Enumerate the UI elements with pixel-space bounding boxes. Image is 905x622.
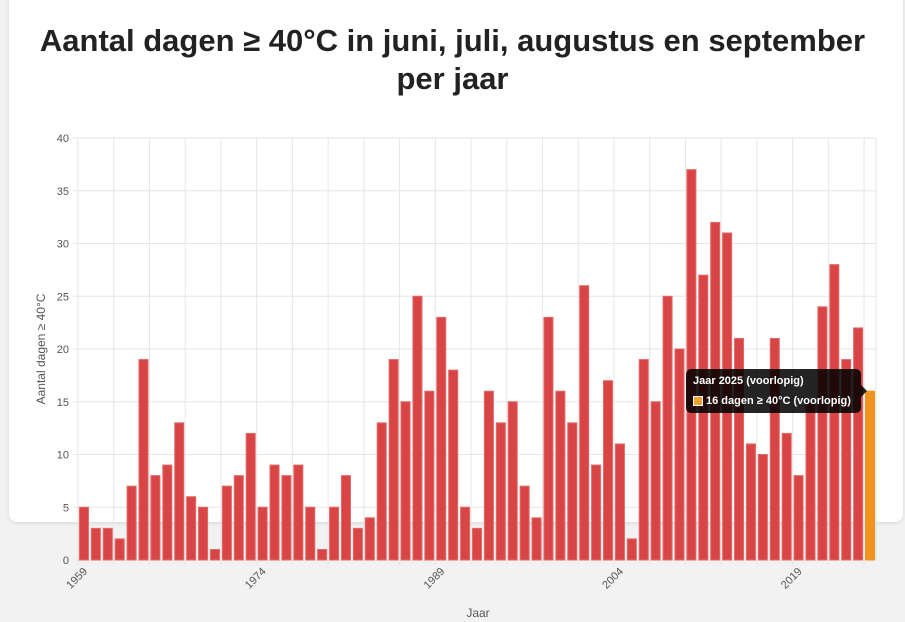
bar bbox=[805, 401, 816, 561]
y-tick-label: 10 bbox=[57, 450, 69, 462]
x-tick-label: 1959 bbox=[64, 566, 90, 592]
y-axis-label: Aantal dagen ≥ 40°C bbox=[34, 293, 48, 404]
bar bbox=[853, 327, 864, 561]
bar bbox=[817, 306, 828, 561]
bar bbox=[471, 527, 483, 561]
bar bbox=[305, 506, 316, 561]
bar bbox=[793, 475, 804, 561]
bar bbox=[102, 527, 113, 561]
bar bbox=[198, 506, 209, 561]
y-tick-label: 15 bbox=[57, 397, 69, 409]
bar bbox=[495, 422, 506, 561]
bar bbox=[329, 506, 340, 561]
bar bbox=[555, 390, 566, 561]
bar bbox=[769, 337, 780, 561]
bar bbox=[448, 369, 459, 561]
bar bbox=[662, 295, 673, 561]
bar bbox=[531, 517, 542, 561]
bar bbox=[245, 432, 256, 561]
bar bbox=[90, 527, 101, 561]
x-axis-ticks: 1959 1974 1989 2004 2019 bbox=[64, 566, 804, 592]
bar bbox=[174, 422, 185, 561]
bar bbox=[483, 390, 494, 561]
bar bbox=[412, 295, 423, 561]
bars bbox=[78, 169, 876, 561]
chart-title-line-2: per jaar bbox=[396, 61, 509, 96]
bar bbox=[78, 506, 89, 561]
bar bbox=[352, 527, 363, 561]
y-axis-ticks: 0 5 10 15 20 25 30 35 40 bbox=[57, 133, 69, 567]
bar bbox=[567, 422, 578, 561]
bar bbox=[424, 390, 435, 561]
x-axis-label: Jaar bbox=[466, 606, 489, 620]
y-tick-label: 25 bbox=[57, 291, 69, 303]
bar bbox=[186, 496, 197, 561]
chart-title: Aantal dagen ≥ 40°C in juni, juli, augus… bbox=[0, 22, 905, 98]
bar bbox=[745, 443, 756, 561]
bar bbox=[674, 348, 685, 561]
y-tick-label: 40 bbox=[57, 133, 69, 145]
bar bbox=[436, 316, 447, 561]
tooltip-line: 16 dagen ≥ 40°C (voorlopig) bbox=[693, 395, 851, 407]
bar bbox=[698, 274, 709, 561]
bar bbox=[150, 475, 161, 561]
tooltip-swatch bbox=[693, 396, 703, 406]
bar bbox=[293, 464, 304, 561]
tooltip: Jaar 2025 (voorlopig) 16 dagen ≥ 40°C (v… bbox=[686, 369, 867, 413]
bar bbox=[257, 506, 268, 561]
tooltip-value: 16 dagen ≥ 40°C (voorlopig) bbox=[706, 395, 851, 407]
bar bbox=[114, 538, 125, 561]
y-tick-label: 5 bbox=[63, 502, 69, 514]
bar bbox=[757, 454, 768, 561]
bar bbox=[376, 422, 387, 561]
x-tick-label: 1989 bbox=[422, 566, 448, 592]
bar bbox=[269, 464, 280, 561]
bar bbox=[626, 538, 637, 561]
bar bbox=[162, 464, 173, 561]
bar bbox=[686, 169, 697, 561]
bar bbox=[126, 485, 137, 561]
x-tick-label: 2004 bbox=[600, 566, 626, 592]
y-tick-label: 20 bbox=[57, 344, 69, 356]
bar bbox=[388, 359, 399, 561]
bar bbox=[519, 485, 530, 561]
bar bbox=[579, 285, 590, 561]
bar bbox=[281, 475, 292, 561]
y-tick-label: 0 bbox=[63, 555, 69, 567]
x-tick-label: 1974 bbox=[243, 566, 269, 592]
bar bbox=[841, 359, 852, 561]
bar bbox=[209, 548, 220, 561]
bar bbox=[221, 485, 232, 561]
bar bbox=[400, 401, 411, 561]
bar bbox=[317, 548, 328, 561]
chart-title-line-1: Aantal dagen ≥ 40°C in juni, juli, augus… bbox=[39, 23, 866, 58]
tooltip-title: Jaar 2025 (voorlopig) bbox=[693, 375, 804, 387]
bar bbox=[602, 380, 614, 561]
bar bbox=[543, 316, 554, 561]
bar bbox=[591, 464, 602, 561]
y-tick-label: 35 bbox=[57, 186, 69, 198]
bar-highlight bbox=[865, 390, 876, 561]
bar bbox=[364, 517, 375, 561]
x-tick-label: 2019 bbox=[779, 566, 805, 592]
bar bbox=[507, 401, 518, 561]
tooltip-caret bbox=[861, 385, 867, 397]
bar bbox=[233, 475, 244, 561]
bar bbox=[650, 401, 661, 561]
bar bbox=[460, 506, 471, 561]
bar bbox=[614, 443, 625, 561]
bar bbox=[638, 359, 649, 561]
bar bbox=[340, 475, 352, 561]
bar bbox=[734, 337, 745, 561]
bar bbox=[781, 432, 792, 561]
bar bbox=[138, 359, 149, 561]
y-tick-label: 30 bbox=[57, 239, 69, 251]
